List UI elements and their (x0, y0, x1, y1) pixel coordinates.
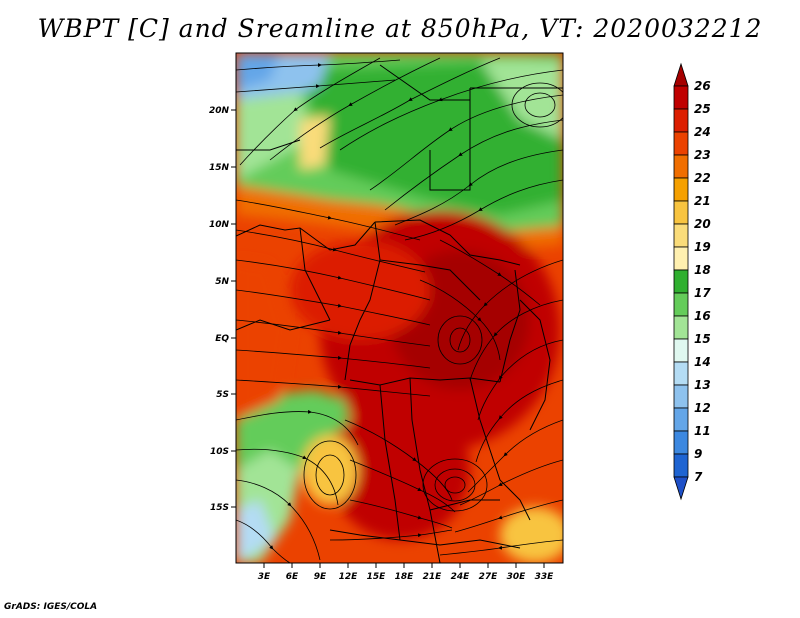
colorbar-top-arrow (673, 62, 689, 87)
streamlines (236, 57, 563, 563)
lat-tick-label: 15N (209, 163, 230, 173)
colorbar-swatch (673, 292, 689, 317)
colorbar-label: 11 (694, 424, 711, 438)
lat-axis: 20N 15N 10N 5N EQ 5S 10S 15S (209, 106, 236, 513)
lon-tick-label: 21E (423, 572, 443, 582)
colorbar-label: 14 (694, 355, 711, 369)
colorbar-swatch (673, 453, 689, 478)
lon-axis: 3E 6E 9E 12E 15E 18E 21E 24E 27E 30E 33E (258, 563, 554, 582)
colorbar: 26 25 24 23 22 21 20 19 18 17 16 15 14 13 12 11 9 7 (673, 62, 711, 501)
lon-tick-label: 27E (479, 572, 499, 582)
colorbar-label: 9 (694, 447, 702, 461)
lon-tick-label: 15E (367, 572, 387, 582)
lon-tick-label: 6E (286, 572, 299, 582)
country-borders (236, 64, 563, 563)
colorbar-swatch (673, 223, 689, 248)
colorbar-swatch (673, 338, 689, 363)
colorbar-swatch (673, 108, 689, 133)
lon-tick-label: 12E (339, 572, 359, 582)
lon-tick-label: 24E (451, 572, 471, 582)
colorbar-label: 24 (694, 125, 711, 139)
colorbar-label: 19 (694, 240, 711, 254)
colorbar-swatch (673, 154, 689, 179)
lat-tick-label: 20N (209, 106, 230, 116)
colorbar-swatch (673, 315, 689, 340)
colorbar-label: 7 (694, 470, 703, 484)
colorbar-label: 21 (694, 194, 711, 208)
colorbar-label: 23 (694, 148, 711, 162)
grads-credit: GrADS: IGES/COLA (4, 602, 98, 612)
colorbar-label: 17 (694, 286, 711, 300)
colorbar-swatch (673, 177, 689, 202)
lon-tick-label: 18E (395, 572, 415, 582)
colorbar-swatch (673, 85, 689, 110)
colorbar-label: 15 (694, 332, 711, 346)
colorbar-label: 20 (694, 217, 711, 231)
vortex-lines (303, 82, 563, 512)
colorbar-swatch (673, 361, 689, 386)
lon-tick-label: 33E (535, 572, 555, 582)
colorbar-swatch (673, 246, 689, 271)
lat-tick-label: 10S (210, 447, 229, 457)
colorbar-swatch (673, 131, 689, 156)
colorbar-swatch (673, 384, 689, 409)
lon-tick-label: 30E (507, 572, 527, 582)
colorbar-label: 18 (694, 263, 711, 277)
colorbar-label: 25 (694, 102, 711, 116)
lat-tick-label: 5S (216, 390, 229, 400)
lon-tick-label: 9E (314, 572, 327, 582)
lat-tick-label: 10N (209, 220, 230, 230)
colorbar-label: 12 (694, 401, 711, 415)
colorbar-swatch (673, 269, 689, 294)
colorbar-label: 22 (694, 171, 711, 185)
colorbar-bottom-arrow (673, 476, 689, 501)
chart-title: WBPT [C] and Sreamline at 850hPa, VT: 20… (37, 14, 763, 43)
map-frame (235, 52, 564, 564)
lat-tick-label: EQ (215, 334, 229, 344)
colorbar-swatch (673, 200, 689, 225)
colorbar-swatch (673, 430, 689, 455)
colorbar-swatch (673, 407, 689, 432)
lat-tick-label: 5N (215, 277, 229, 287)
lon-tick-label: 3E (258, 572, 271, 582)
colorbar-label: 16 (694, 309, 711, 323)
colorbar-label: 26 (694, 79, 711, 93)
colorbar-label: 13 (694, 378, 711, 392)
lat-tick-label: 15S (210, 503, 229, 513)
